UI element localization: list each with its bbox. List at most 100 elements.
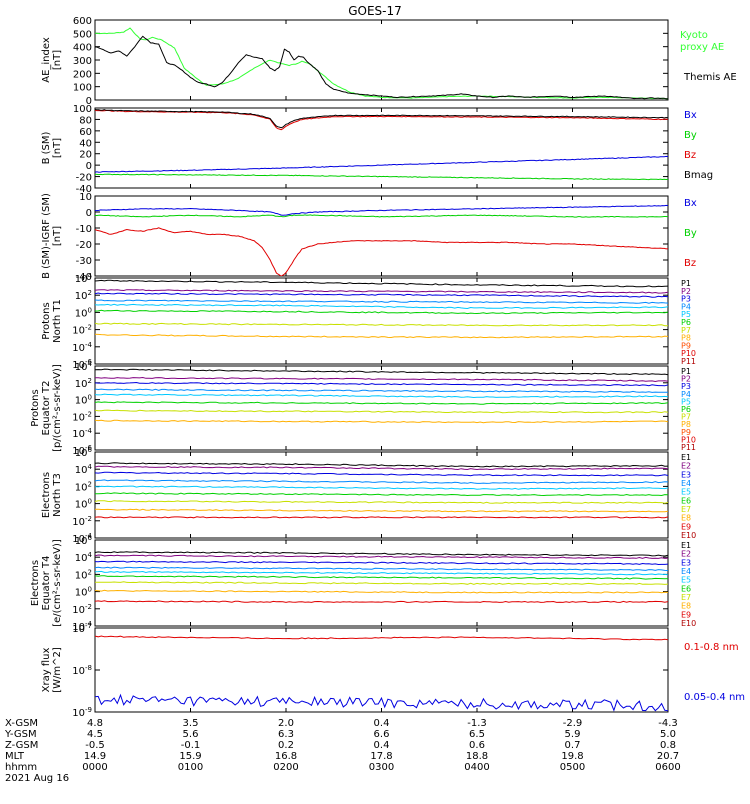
series-bigrf-bx (95, 204, 668, 216)
x-row-value: 5.9 (565, 729, 581, 740)
series-bigrf-bz (95, 227, 668, 276)
x-row-value: 0200 (273, 762, 298, 773)
series-bsm-bz (95, 109, 668, 131)
legend-e4: E4 (681, 567, 691, 576)
y-tick-label: 500 (73, 29, 92, 40)
panel-frame (94, 195, 669, 277)
legend-by: By (684, 130, 697, 141)
y-tick-label: 10-2 (72, 410, 92, 423)
x-row-value: 0600 (655, 762, 680, 773)
x-row-value: -1.3 (467, 718, 487, 729)
series-en-e5 (95, 485, 668, 490)
y-tick-label: 600 (73, 16, 92, 27)
legend-bmag: Bmag (684, 170, 713, 181)
y-axis-label: B (SM) (41, 131, 52, 164)
x-row-label: Z-GSM (5, 740, 38, 751)
series-pn-p8 (95, 333, 668, 339)
legend-e6: E6 (681, 584, 691, 593)
legend-e6: E6 (681, 496, 691, 505)
legend-p6: P6 (681, 405, 691, 414)
y-tick-label: 0 (86, 96, 92, 107)
y-tick-label: 0 (86, 161, 92, 172)
x-row-value: 0400 (464, 762, 489, 773)
legend-p6: P6 (681, 318, 691, 327)
series-bsm-bmag (95, 109, 668, 129)
y-tick-label: 106 (75, 446, 93, 459)
y-axis-label: B (SM)-IGRF (SM) (41, 193, 52, 279)
legend-p9: P9 (681, 428, 691, 437)
x-row-value: 0.7 (565, 740, 581, 751)
x-row-value: 6.6 (374, 729, 390, 740)
y-tick-label: 20 (79, 150, 92, 161)
series-pn-p2 (95, 289, 668, 294)
y-tick-label: 10-2 (72, 515, 92, 528)
x-row-value: -0.1 (181, 740, 201, 751)
series-pn-p5 (95, 303, 668, 310)
legend-e5: E5 (681, 576, 691, 585)
y-axis-label: Xray flux (41, 648, 52, 693)
legend-p9: P9 (681, 341, 691, 350)
y-tick-label: 100 (75, 306, 92, 319)
y-axis-label: Electrons (30, 560, 41, 606)
y-tick-label: 102 (75, 377, 92, 390)
series-ee-e9 (95, 600, 668, 603)
legend-p3: P3 (681, 295, 691, 304)
legend-e8: E8 (681, 514, 691, 523)
y-tick-label: 104 (75, 463, 93, 476)
series-ee-e6 (95, 575, 668, 580)
y-tick-label: 10-7 (72, 622, 92, 635)
legend-by: By (684, 228, 697, 239)
y-tick-label: 100 (75, 498, 92, 511)
y-tick-label: -30 (76, 256, 92, 267)
y-tick-label: 100 (73, 83, 92, 94)
x-row-value: 0.6 (469, 740, 485, 751)
x-row-value: 5.6 (183, 729, 199, 740)
x-row-label: hhmm (5, 762, 37, 773)
legend-p4: P4 (681, 390, 691, 399)
y-axis-label: [nT] (52, 226, 63, 246)
series-pn-p4 (95, 299, 668, 304)
x-row-value: -0.5 (85, 740, 105, 751)
series-pe-p6 (95, 401, 668, 405)
series-ee-e7 (95, 581, 668, 585)
series-pn-p1 (95, 279, 668, 288)
legend-proxy-ae: proxy AE (680, 42, 724, 53)
series-pe-p5 (95, 393, 668, 399)
panel-frame (94, 19, 669, 101)
y-tick-label: 100 (73, 104, 92, 115)
y-tick-label: -40 (76, 272, 92, 283)
y-axis-label: [e/(cm²-s-sr-keV)] (52, 539, 63, 627)
y-axis-label: AE_index (41, 37, 52, 83)
series-en-e3 (95, 471, 668, 477)
series-ee-e3 (95, 560, 668, 566)
series-bsm-bx (95, 155, 668, 173)
legend-0-05-0-4-nm: 0.05-0.4 nm (684, 692, 745, 703)
series-pn-p7 (95, 322, 668, 327)
legend-p10: P10 (681, 349, 696, 358)
x-row-value: 2.0 (278, 718, 294, 729)
series-pe-p1 (95, 368, 668, 376)
legend-e4: E4 (681, 479, 691, 488)
legend-p7: P7 (681, 413, 691, 422)
date-label: 2021 Aug 16 (5, 773, 69, 784)
x-row-value: 19.8 (561, 751, 583, 762)
series-en-e6 (95, 492, 668, 497)
x-row-value: -2.9 (563, 718, 583, 729)
series-pe-p2 (95, 376, 668, 383)
legend-p1: P1 (681, 367, 691, 376)
x-axis-table: X-GSM 4.8 3.5 2.0 0.4 -1.3 -2.9 -4.3 Y-GSM 4.5 5.6… (4, 718, 681, 784)
legend-e9: E9 (681, 522, 691, 531)
y-tick-label: 104 (75, 551, 93, 564)
y-axis-label: [nT] (52, 50, 63, 70)
x-row-value: 0.2 (278, 740, 294, 751)
y-axis-label: Equator T2 (41, 381, 52, 436)
x-row-value: 0500 (560, 762, 585, 773)
legend-e10: E10 (681, 531, 696, 540)
y-tick-label: 60 (79, 127, 92, 138)
x-row-value: 20.7 (657, 751, 679, 762)
legend-e7: E7 (681, 593, 691, 602)
